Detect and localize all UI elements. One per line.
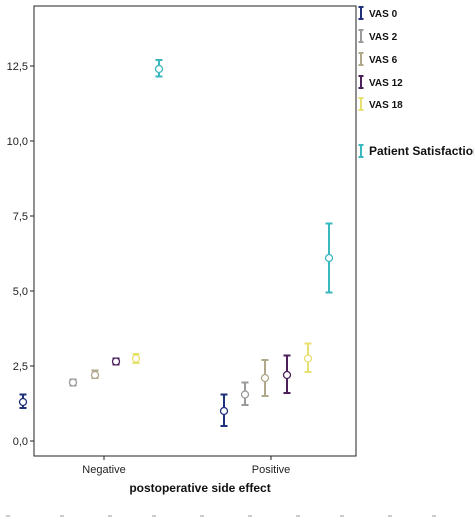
mean-marker — [154, 64, 164, 74]
legend-label: VAS 18 — [369, 100, 403, 111]
mean-marker — [282, 370, 292, 380]
error-bar-point — [68, 378, 78, 387]
legend-label: VAS 6 — [369, 55, 398, 66]
legend-item: VAS 2 — [358, 29, 398, 43]
legend-label: VAS 2 — [369, 32, 398, 43]
error-bar-point — [154, 59, 164, 78]
error-bar-point — [324, 222, 334, 294]
error-bar-point — [90, 369, 100, 380]
y-tick-label: 10,0 — [7, 136, 28, 148]
legend-label: VAS 0 — [369, 9, 398, 20]
error-bar-point — [131, 353, 141, 364]
mean-marker — [68, 378, 78, 387]
legend-item: VAS 18 — [358, 97, 403, 111]
marks-layer — [18, 59, 334, 427]
x-category-label: Negative — [82, 464, 125, 476]
plot-frame — [33, 5, 357, 457]
mean-marker — [18, 397, 28, 407]
legend-layer: VAS 0 VAS 2 VAS 6 VAS 12 VAS 18 Patient Satis… — [358, 6, 474, 158]
legend-item: VAS 0 — [358, 6, 398, 20]
error-bar-point — [303, 342, 313, 373]
y-tick-label: 0,0 — [13, 436, 28, 448]
y-tick-label: 2,5 — [13, 361, 28, 373]
y-tick-label: 12,5 — [7, 61, 28, 73]
error-bar-point — [219, 393, 229, 427]
y-tick-label: 5,0 — [13, 286, 28, 298]
legend-label: Patient Satisfaction — [369, 144, 474, 158]
axes-layer: 0,0 2,5 5,0 7,5 10,0 12,5 Negative Positive — [6, 5, 436, 517]
mean-marker — [324, 253, 334, 263]
mean-marker — [303, 354, 313, 363]
y-tick-label: 7,5 — [13, 211, 28, 223]
mean-marker — [111, 357, 121, 366]
legend-item: VAS 12 — [358, 75, 403, 89]
error-bar-point — [282, 354, 292, 394]
error-bar-point — [240, 381, 250, 406]
legend-item: Patient Satisfaction — [358, 144, 474, 158]
x-category-label: Positive — [252, 464, 291, 476]
error-bar-point — [260, 359, 270, 397]
legend-label: VAS 12 — [369, 78, 403, 89]
mean-marker — [260, 373, 270, 383]
mean-marker — [131, 354, 141, 363]
x-axis-title: postoperative side effect — [129, 481, 270, 495]
error-bar-point — [18, 393, 28, 409]
mean-marker — [90, 370, 100, 380]
mean-marker — [219, 406, 229, 416]
error-bar-point — [111, 357, 121, 366]
legend-item: VAS 6 — [358, 52, 398, 66]
mean-marker — [240, 390, 250, 399]
